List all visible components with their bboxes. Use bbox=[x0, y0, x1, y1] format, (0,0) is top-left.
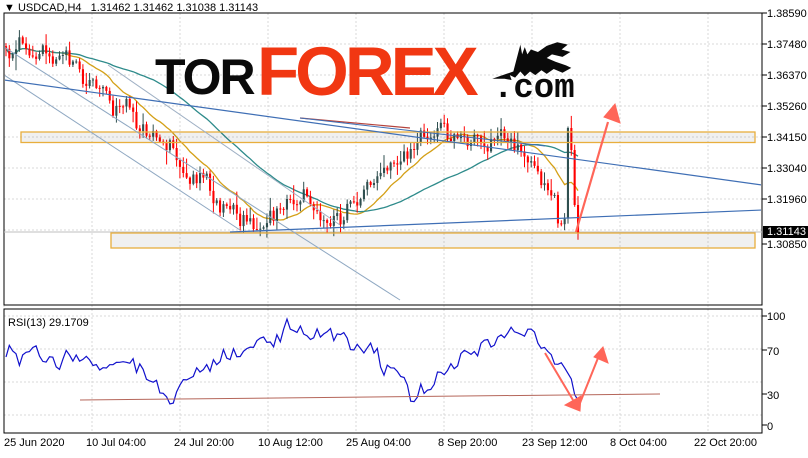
svg-text:FOREX: FOREX bbox=[257, 33, 479, 110]
svg-text:RSI(13) 29.1709: RSI(13) 29.1709 bbox=[8, 317, 89, 329]
svg-text:30: 30 bbox=[767, 390, 779, 402]
svg-text:10 Aug 12:00: 10 Aug 12:00 bbox=[258, 437, 323, 449]
svg-text:23 Sep 12:00: 23 Sep 12:00 bbox=[522, 437, 587, 449]
svg-text:24 Jul 20:00: 24 Jul 20:00 bbox=[174, 437, 234, 449]
svg-text:1.31143: 1.31143 bbox=[767, 226, 806, 238]
svg-text:8 Sep 20:00: 8 Sep 20:00 bbox=[438, 437, 497, 449]
svg-text:25 Jun 2020: 25 Jun 2020 bbox=[4, 437, 65, 449]
svg-text:70: 70 bbox=[767, 346, 779, 358]
svg-text:10 Jul 04:00: 10 Jul 04:00 bbox=[86, 437, 146, 449]
svg-text:8 Oct 04:00: 8 Oct 04:00 bbox=[610, 437, 667, 449]
svg-text:1.38590: 1.38590 bbox=[767, 8, 807, 20]
svg-text:1.33040: 1.33040 bbox=[767, 163, 807, 175]
svg-text:1.35260: 1.35260 bbox=[767, 101, 807, 113]
svg-text:1.31960: 1.31960 bbox=[767, 194, 807, 206]
svg-text:1.36370: 1.36370 bbox=[767, 70, 807, 82]
svg-text:TOR: TOR bbox=[155, 49, 256, 105]
svg-text:0: 0 bbox=[767, 421, 773, 433]
svg-text:1.30850: 1.30850 bbox=[767, 239, 807, 251]
svg-text:1.34150: 1.34150 bbox=[767, 132, 807, 144]
svg-text:100: 100 bbox=[767, 311, 785, 323]
svg-text:25 Aug 04:00: 25 Aug 04:00 bbox=[346, 437, 411, 449]
svg-text:1.37480: 1.37480 bbox=[767, 39, 807, 51]
svg-text:22 Oct 20:00: 22 Oct 20:00 bbox=[694, 437, 757, 449]
